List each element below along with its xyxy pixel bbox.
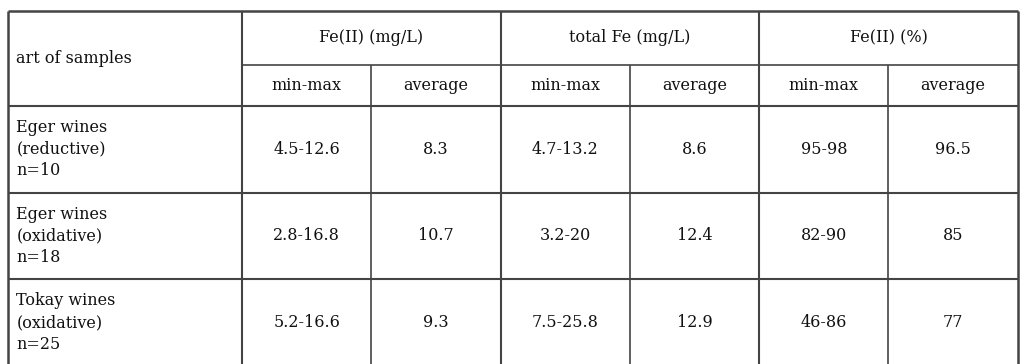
- Text: 95-98: 95-98: [800, 141, 847, 158]
- Text: average: average: [403, 77, 469, 94]
- Text: 4.5-12.6: 4.5-12.6: [273, 141, 340, 158]
- Text: art of samples: art of samples: [16, 50, 132, 67]
- Text: 8.6: 8.6: [681, 141, 707, 158]
- Text: Eger wines
(oxidative)
n=18: Eger wines (oxidative) n=18: [16, 206, 108, 266]
- Text: Tokay wines
(oxidative)
n=25: Tokay wines (oxidative) n=25: [16, 292, 116, 353]
- Text: 3.2-20: 3.2-20: [540, 228, 591, 244]
- Text: 2.8-16.8: 2.8-16.8: [273, 228, 340, 244]
- Text: min-max: min-max: [530, 77, 600, 94]
- Text: Fe(II) (%): Fe(II) (%): [850, 29, 928, 46]
- Text: 9.3: 9.3: [423, 314, 448, 331]
- Text: 85: 85: [943, 228, 963, 244]
- Text: 8.3: 8.3: [423, 141, 448, 158]
- Text: 96.5: 96.5: [936, 141, 971, 158]
- Text: 77: 77: [943, 314, 963, 331]
- Text: average: average: [662, 77, 727, 94]
- Text: 5.2-16.6: 5.2-16.6: [273, 314, 340, 331]
- Text: Eger wines
(reductive)
n=10: Eger wines (reductive) n=10: [16, 119, 108, 179]
- Text: min-max: min-max: [272, 77, 342, 94]
- Text: 12.4: 12.4: [677, 228, 712, 244]
- Text: average: average: [920, 77, 986, 94]
- Text: 12.9: 12.9: [677, 314, 712, 331]
- Text: 10.7: 10.7: [418, 228, 453, 244]
- Text: 82-90: 82-90: [800, 228, 846, 244]
- Text: 4.7-13.2: 4.7-13.2: [531, 141, 598, 158]
- Text: 46-86: 46-86: [800, 314, 847, 331]
- Text: 7.5-25.8: 7.5-25.8: [531, 314, 598, 331]
- Text: min-max: min-max: [789, 77, 859, 94]
- Text: total Fe (mg/L): total Fe (mg/L): [569, 29, 690, 46]
- Text: Fe(II) (mg/L): Fe(II) (mg/L): [319, 29, 424, 46]
